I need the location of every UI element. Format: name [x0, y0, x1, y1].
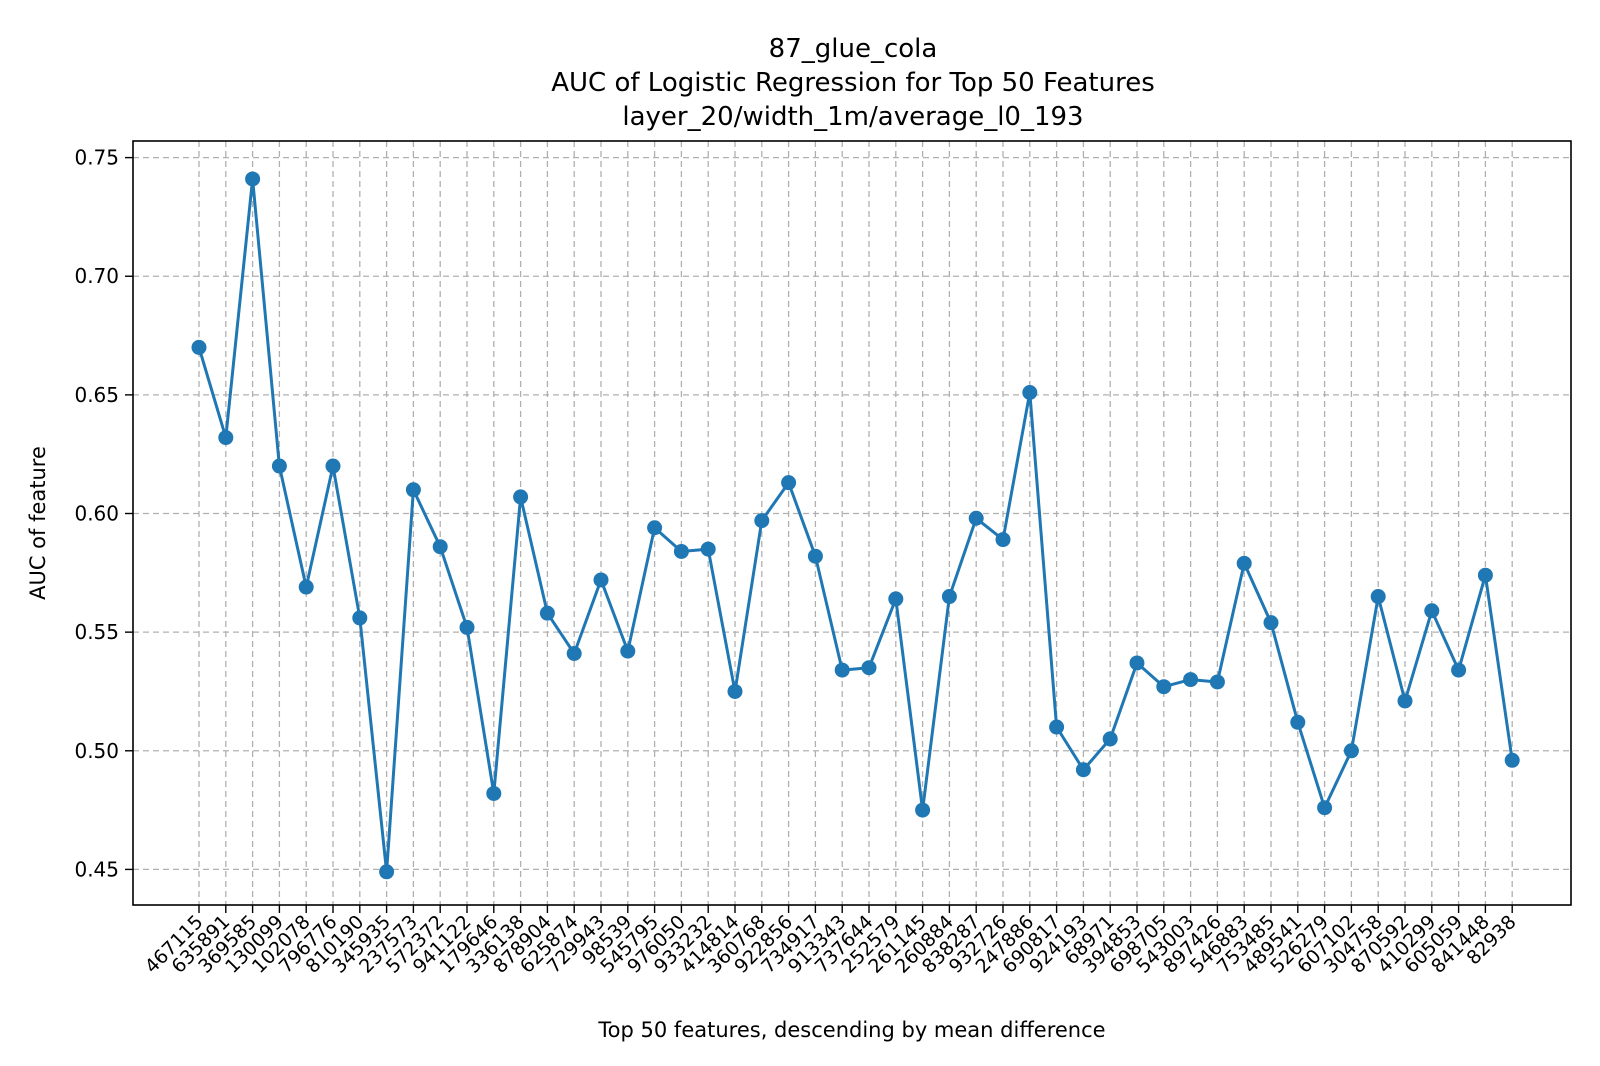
data-point — [1290, 714, 1306, 730]
data-point — [513, 489, 529, 505]
data-point — [1263, 615, 1279, 631]
series-line — [191, 171, 1520, 880]
data-point — [352, 610, 368, 626]
y-tick-label: 0.50 — [74, 739, 119, 763]
data-point — [1129, 655, 1145, 671]
data-point — [754, 513, 770, 529]
x-axis-ticks: 4671156358913695851300991020787967768101… — [141, 905, 1521, 978]
y-tick-label: 0.65 — [74, 383, 119, 407]
data-point — [218, 430, 234, 446]
data-point — [379, 864, 395, 880]
data-point — [245, 171, 261, 187]
y-tick-label: 0.55 — [74, 620, 119, 644]
data-point — [727, 683, 743, 699]
x-axis-label: Top 50 features, descending by mean diff… — [597, 1018, 1105, 1042]
data-point — [807, 548, 823, 564]
chart-title-line-1: 87_glue_cola — [769, 34, 938, 64]
data-point — [1236, 555, 1252, 571]
data-point — [968, 510, 984, 526]
data-point — [1397, 693, 1413, 709]
data-point — [915, 802, 931, 818]
data-point — [271, 458, 287, 474]
y-tick-label: 0.45 — [74, 857, 119, 881]
data-point — [1343, 743, 1359, 759]
y-tick-label: 0.75 — [74, 146, 119, 170]
data-point — [1370, 589, 1386, 605]
data-point — [647, 520, 663, 536]
data-point — [405, 482, 421, 498]
data-point — [539, 605, 555, 621]
data-point — [861, 660, 877, 676]
y-tick-label: 0.70 — [74, 264, 119, 288]
chart-title-line-3: layer_20/width_1m/average_l0_193 — [622, 102, 1083, 132]
data-point — [888, 591, 904, 607]
data-point — [1477, 567, 1493, 583]
data-point — [1156, 679, 1172, 695]
data-point — [566, 645, 582, 661]
data-point — [1504, 752, 1520, 768]
data-point — [1022, 385, 1038, 401]
data-point — [700, 541, 716, 557]
data-point — [459, 619, 475, 635]
data-point — [834, 662, 850, 678]
data-point — [1209, 674, 1225, 690]
data-point — [781, 475, 797, 491]
data-point — [1424, 603, 1440, 619]
y-tick-label: 0.60 — [74, 502, 119, 526]
data-point — [1075, 762, 1091, 778]
data-point — [325, 458, 341, 474]
data-point — [941, 589, 957, 605]
data-point — [673, 543, 689, 559]
chart-title-line-2: AUC of Logistic Regression for Top 50 Fe… — [551, 68, 1155, 98]
grid — [133, 141, 1571, 905]
data-point — [1451, 662, 1467, 678]
data-point — [620, 643, 636, 659]
data-point — [1102, 731, 1118, 747]
data-point — [298, 579, 314, 595]
data-point — [1183, 672, 1199, 688]
data-point — [593, 572, 609, 588]
data-point — [486, 785, 502, 801]
data-point — [995, 532, 1011, 548]
data-point — [1049, 719, 1065, 735]
data-point — [191, 339, 207, 355]
y-axis-ticks: 0.45 0.50 0.55 0.60 0.65 0.70 0.75 — [74, 146, 133, 881]
data-point — [432, 539, 448, 555]
y-axis-label: AUC of feature — [26, 446, 50, 600]
plot-area-frame — [132, 140, 1572, 906]
series-polyline — [197, 177, 1514, 874]
data-point — [1317, 800, 1333, 816]
